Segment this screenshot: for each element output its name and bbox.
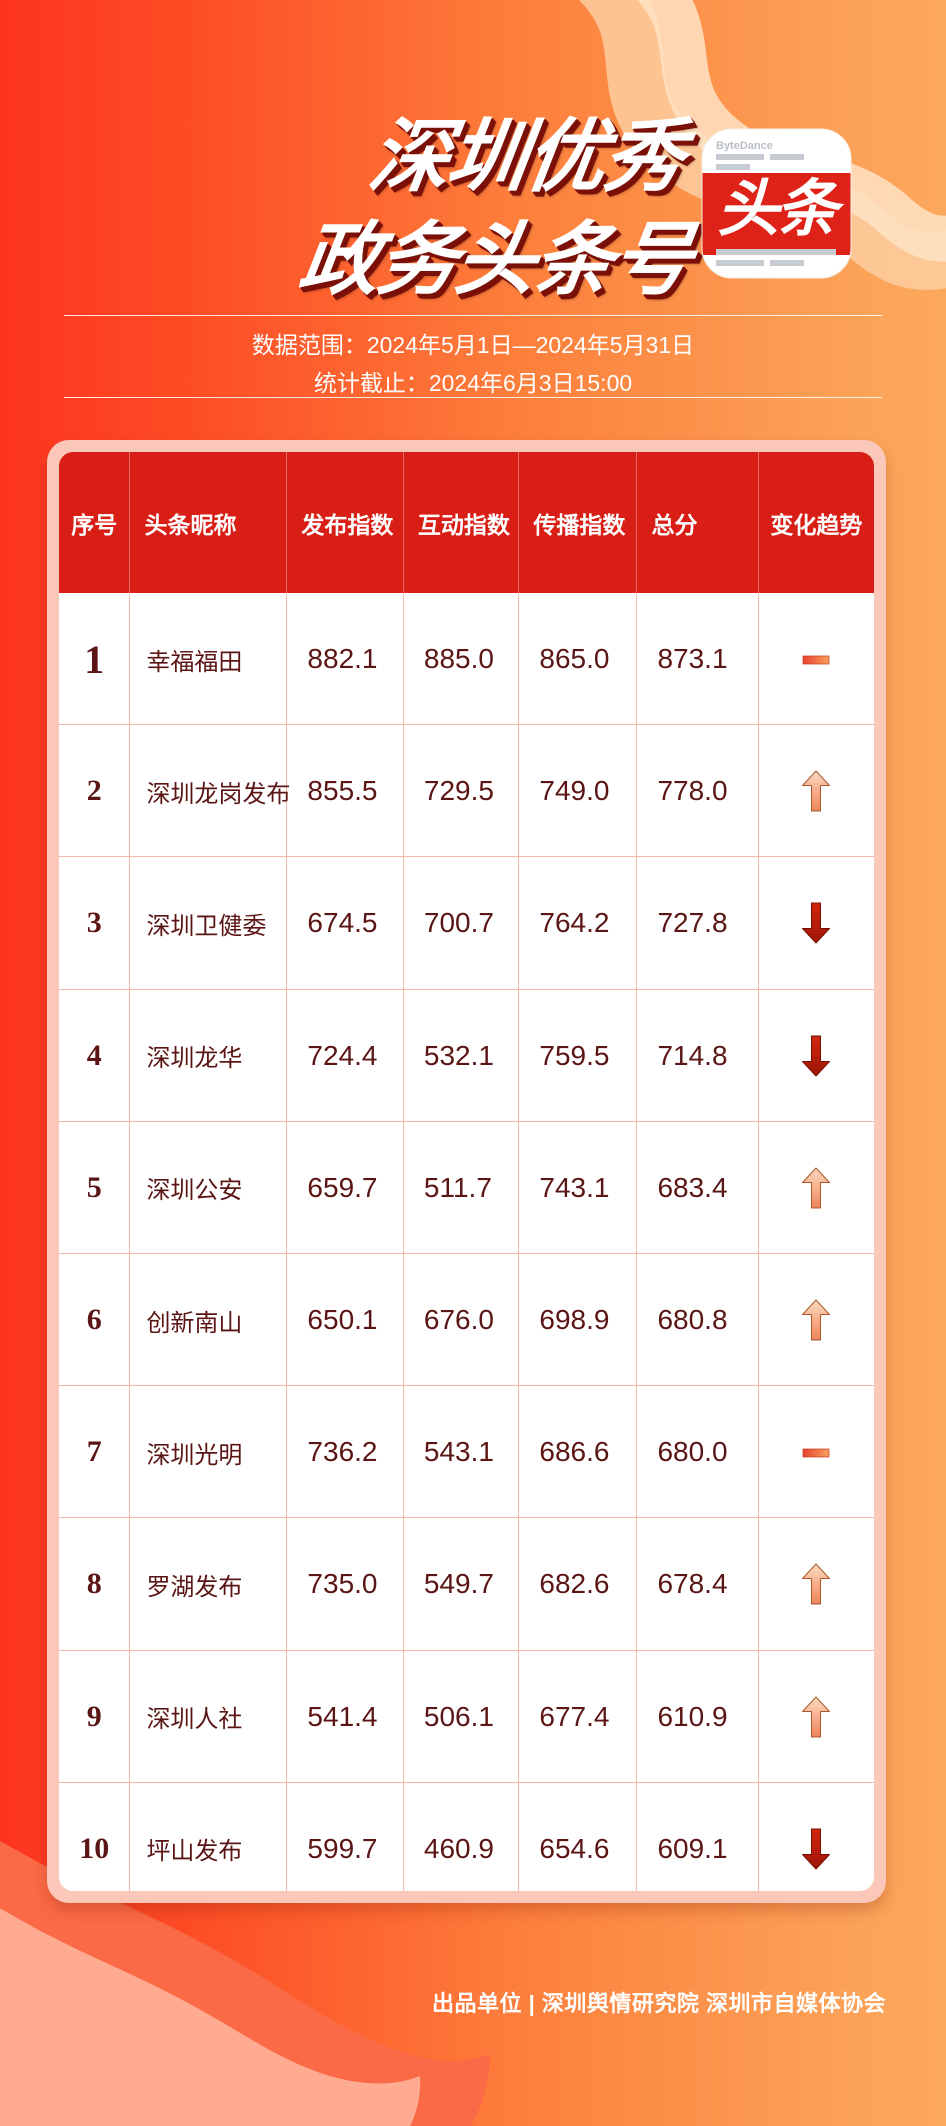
svg-text:ByteDance: ByteDance (716, 140, 773, 152)
svg-text:头条: 头条 (717, 175, 845, 244)
